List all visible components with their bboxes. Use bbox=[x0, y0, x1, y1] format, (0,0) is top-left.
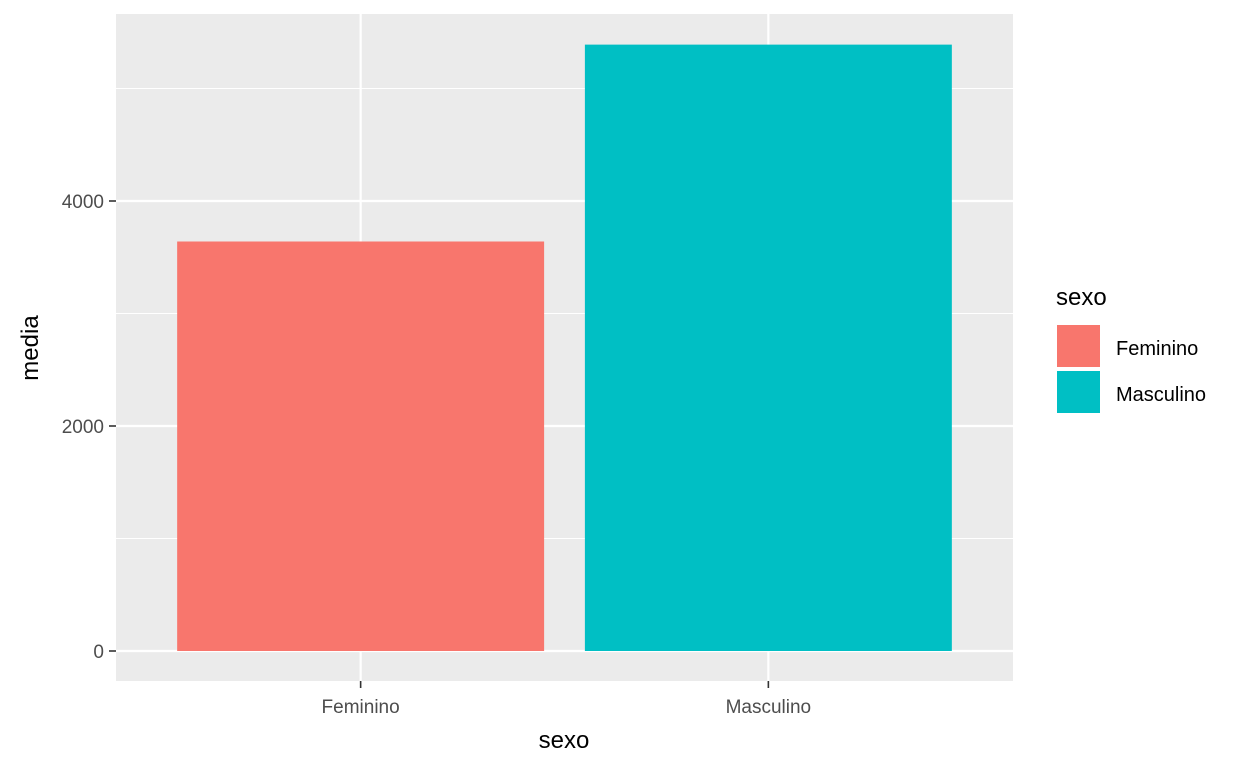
x-tick-label: Masculino bbox=[726, 697, 812, 718]
y-axis-title: media bbox=[17, 315, 44, 381]
legend-swatch-feminino bbox=[1057, 325, 1100, 367]
x-axis: Feminino Masculino bbox=[322, 681, 812, 718]
bar-masculino bbox=[584, 44, 952, 651]
x-axis-title: sexo bbox=[539, 727, 590, 754]
y-tick-label: 4000 bbox=[62, 192, 104, 213]
bars bbox=[177, 44, 952, 651]
y-tick-label: 0 bbox=[93, 642, 104, 663]
y-axis: 0 2000 4000 bbox=[62, 192, 116, 663]
y-tick-label: 2000 bbox=[62, 417, 104, 438]
legend: sexo Feminino Masculino bbox=[1056, 284, 1206, 413]
legend-title: sexo bbox=[1056, 284, 1107, 311]
legend-swatch-masculino bbox=[1057, 371, 1100, 413]
legend-label-feminino: Feminino bbox=[1116, 338, 1198, 360]
legend-label-masculino: Masculino bbox=[1116, 384, 1206, 406]
bar-feminino bbox=[177, 241, 545, 651]
x-tick-label: Feminino bbox=[322, 697, 400, 718]
